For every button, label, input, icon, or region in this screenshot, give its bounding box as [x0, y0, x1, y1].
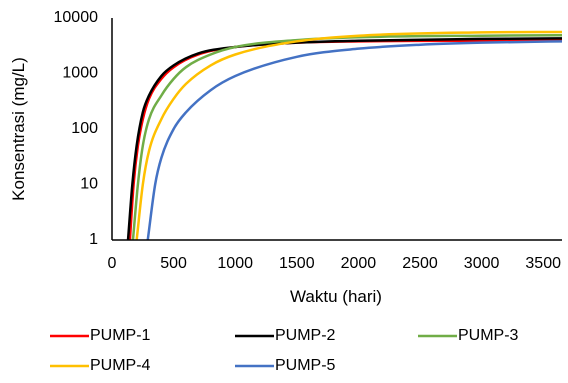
series-line-pump-4 [135, 30, 563, 241]
legend-item-pump-5: PUMP-5 [235, 357, 336, 374]
series-line-pump-5 [146, 40, 563, 241]
x-tick-label: 3000 [464, 255, 500, 272]
legend-item-pump-1: PUMP-1 [50, 327, 151, 344]
series-line-pump-2 [126, 37, 563, 241]
x-tick-label: 1500 [279, 255, 315, 272]
legend-item-pump-3: PUMP-3 [418, 327, 519, 344]
x-tick-label: 0 [108, 255, 117, 272]
x-tick-labels: 0 500 1000 1500 2000 2500 3000 3500 [108, 255, 562, 272]
x-tick-label: 1000 [217, 255, 253, 272]
legend-label-pump-2: PUMP-2 [275, 327, 336, 344]
series-line-pump-3 [131, 33, 563, 241]
y-tick-label: 1 [89, 231, 98, 248]
legend-label-pump-5: PUMP-5 [275, 357, 336, 374]
legend-item-pump-4: PUMP-4 [50, 357, 151, 374]
y-tick-label: 10 [80, 176, 98, 193]
legend: PUMP-1 PUMP-2 PUMP-3 PUMP-4 PUMP-5 [50, 327, 519, 374]
y-tick-label: 100 [71, 120, 98, 137]
x-axis-title: Waktu (hari) [290, 287, 382, 306]
legend-label-pump-4: PUMP-4 [90, 357, 151, 374]
legend-label-pump-1: PUMP-1 [90, 327, 151, 344]
legend-label-pump-3: PUMP-3 [458, 327, 519, 344]
x-tick-label: 2500 [402, 255, 438, 272]
x-tick-label: 2000 [341, 255, 377, 272]
x-tick-label: 3500 [525, 255, 561, 272]
y-tick-label: 10000 [54, 9, 99, 26]
plot-frame [111, 18, 562, 241]
series-line-pump-1 [128, 39, 563, 241]
y-tick-labels: 1 10 100 1000 10000 [54, 9, 99, 248]
x-tick-label: 500 [160, 255, 187, 272]
series-layer [126, 30, 563, 241]
y-tick-label: 1000 [62, 65, 98, 82]
y-axis-title: Konsentrasi (mg/L) [9, 57, 28, 201]
legend-item-pump-2: PUMP-2 [235, 327, 336, 344]
